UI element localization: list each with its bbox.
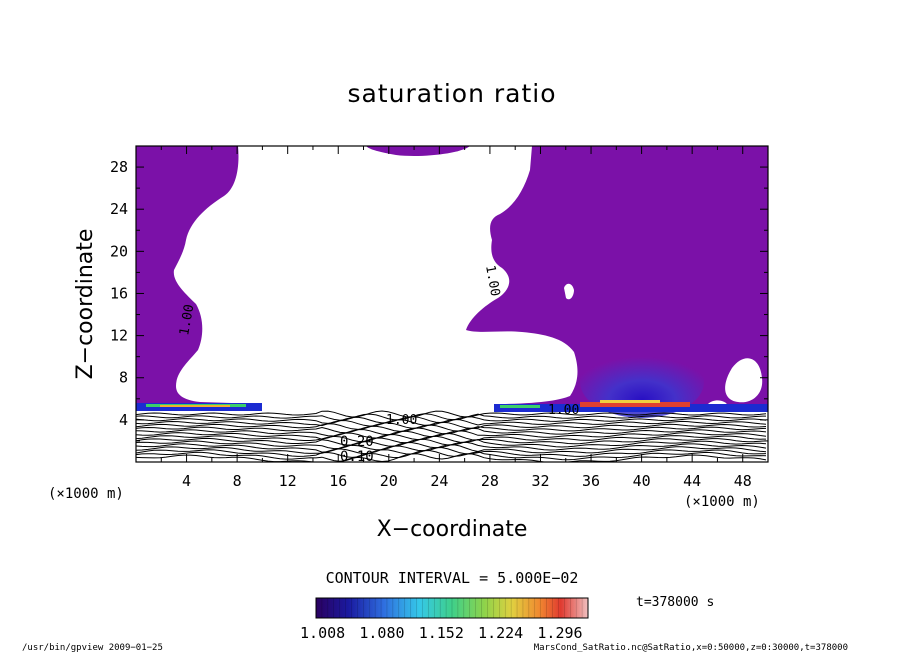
contour-interval-label: CONTOUR INTERVAL = 5.000E−02 [326, 569, 579, 587]
x-tick-label: 4 [182, 472, 191, 490]
y-tick-label: 8 [119, 369, 128, 387]
colorbar [315, 597, 589, 619]
contour-label: 1.00 [177, 303, 197, 336]
x-tick-label: 24 [430, 472, 448, 490]
x-unit-label: (×1000 m) [684, 494, 760, 510]
saturated-region-right [466, 146, 768, 410]
colorbar-tick-label: 1.080 [359, 624, 404, 642]
contour-line [136, 430, 767, 440]
contour-line [136, 416, 767, 424]
contour-line [136, 447, 767, 458]
y-tick-label: 16 [110, 284, 128, 302]
y-tick-label: 20 [110, 242, 128, 260]
plot-frame [135, 145, 769, 463]
plot-area: 1.00 0.10 0.20 1.00 1.00 1.00 [136, 146, 768, 465]
cloud-base-hotband [500, 405, 540, 408]
cloud-base-hotband [580, 402, 690, 407]
x-tick-label: 32 [531, 472, 549, 490]
saturated-region-left [136, 146, 262, 410]
x-tick-label: 44 [683, 472, 701, 490]
contour-label: 1.00 [548, 403, 579, 418]
x-tick-label: 28 [481, 472, 499, 490]
colorbar-stripes [321, 598, 583, 618]
contour-label: 0.10 [340, 449, 374, 465]
x-tick-label: 20 [380, 472, 398, 490]
unsaturated-hole [564, 283, 574, 300]
footer-left: /usr/bin/gpview 2009−01−25 [22, 643, 163, 653]
contour-line [136, 449, 767, 462]
contour-label: 1.00 [386, 413, 417, 428]
y-tick-label: 24 [110, 200, 128, 218]
contour-line [136, 432, 767, 443]
x-axis: 4 8 12 16 20 24 28 32 36 40 44 48 [160, 146, 752, 490]
cloud-base-layer [494, 404, 768, 412]
cloud-base-hotband [600, 400, 660, 403]
cloud-base-hotband [160, 405, 230, 407]
y-unit-label: (×1000 m) [48, 486, 124, 502]
colorbar-labels: 1.008 1.080 1.152 1.224 1.296 [300, 624, 583, 642]
contour-line [136, 453, 767, 462]
colorbar-tick-label: 1.224 [478, 624, 523, 642]
contour-line [136, 427, 767, 437]
x-tick-label: 40 [633, 472, 651, 490]
y-axis: 4 8 12 16 20 24 28 [110, 158, 768, 442]
y-tick-label: 4 [119, 411, 128, 429]
contour-label: 0.20 [340, 434, 374, 450]
contour-label: 1.00 [482, 264, 502, 297]
contour-line [136, 424, 767, 434]
footer-right: MarsCond_SatRatio.nc@SatRatio,x=0:50000,… [534, 643, 848, 653]
contour-line [136, 418, 767, 427]
y-axis-title: Z−coordinate [73, 229, 98, 380]
x-axis-title: X−coordinate [377, 517, 528, 542]
x-tick-label: 36 [582, 472, 600, 490]
time-label: t=378000 s [636, 595, 714, 610]
chart-title: saturation ratio [347, 79, 556, 108]
contour-line [136, 410, 767, 418]
x-tick-label: 8 [233, 472, 242, 490]
contour-line [136, 421, 767, 430]
saturated-region-top [366, 146, 470, 156]
colorbar-tick-label: 1.152 [419, 624, 464, 642]
colorbar-tick-label: 1.296 [537, 624, 582, 642]
x-tick-label: 12 [279, 472, 297, 490]
y-tick-label: 12 [110, 327, 128, 345]
y-tick-label: 28 [110, 158, 128, 176]
contour-lines [136, 410, 767, 462]
contour-line [136, 435, 767, 446]
x-tick-label: 16 [329, 472, 347, 490]
colorbar-tick-label: 1.008 [300, 624, 345, 642]
contour-line [136, 444, 767, 455]
x-tick-label: 48 [734, 472, 752, 490]
unsaturated-hole [725, 358, 763, 403]
